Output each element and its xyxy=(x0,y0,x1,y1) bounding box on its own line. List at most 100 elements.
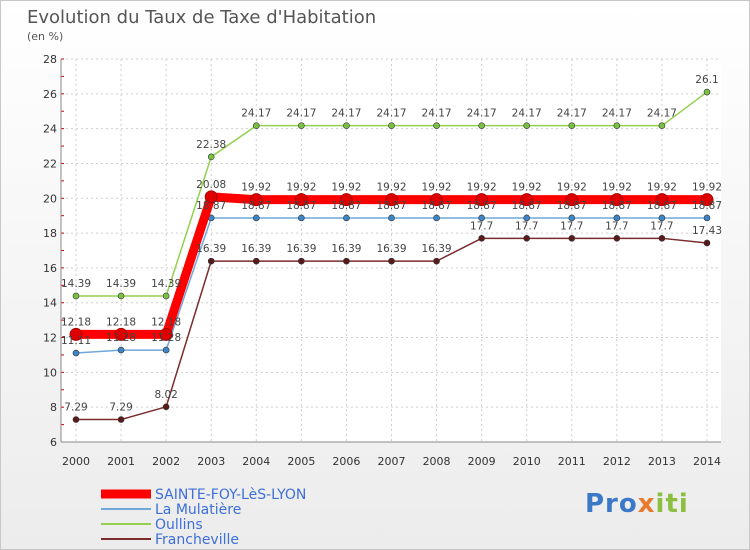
data-point xyxy=(343,122,350,129)
data-point xyxy=(72,292,80,300)
data-point xyxy=(339,193,353,207)
data-point xyxy=(159,327,173,341)
data-point xyxy=(117,292,125,300)
data-point xyxy=(117,346,125,354)
data-point xyxy=(252,122,260,129)
data-point xyxy=(478,235,485,242)
y-tick-label: 10 xyxy=(43,366,57,379)
data-label: 24.17 xyxy=(331,108,361,120)
data-point xyxy=(72,416,80,423)
data-label: 24.17 xyxy=(286,108,316,120)
x-tick-label: 2011 xyxy=(558,455,586,468)
data-point xyxy=(298,257,305,265)
data-point xyxy=(162,346,170,354)
data-label: 17.7 xyxy=(560,220,583,232)
data-label: 18.87 xyxy=(467,200,497,212)
data-label: 18.87 xyxy=(647,200,677,212)
data-label: 19.92 xyxy=(422,182,452,194)
data-point xyxy=(613,122,621,129)
data-label: 16.39 xyxy=(241,243,271,255)
data-label: 19.92 xyxy=(512,182,542,194)
data-point xyxy=(388,214,395,222)
data-point xyxy=(249,193,263,207)
y-tick-label: 22 xyxy=(43,157,57,170)
data-point xyxy=(162,292,170,300)
data-point xyxy=(520,193,534,207)
data-point xyxy=(703,88,711,96)
data-label: 17.7 xyxy=(605,220,628,232)
y-tick-label: 14 xyxy=(43,297,57,310)
data-label: 19.92 xyxy=(376,182,406,194)
chart-title: Evolution du Taux de Taxe d'Habitation xyxy=(27,7,377,28)
data-label: 12.18 xyxy=(61,316,91,328)
data-point xyxy=(658,214,666,222)
data-point xyxy=(523,122,531,129)
data-label: 18.87 xyxy=(512,200,542,212)
data-point xyxy=(207,153,215,161)
data-label: 18.87 xyxy=(422,200,452,212)
data-label: 24.17 xyxy=(512,108,542,120)
data-label: 7.29 xyxy=(64,402,87,414)
logo-part-3: iti xyxy=(655,489,689,519)
data-point xyxy=(252,214,260,222)
data-label: 24.17 xyxy=(467,108,497,120)
data-label: 16.39 xyxy=(286,243,316,255)
data-label: 24.17 xyxy=(557,108,587,120)
data-label: 19.92 xyxy=(241,182,271,194)
y-tick-label: 24 xyxy=(43,123,57,136)
data-label: 24.17 xyxy=(647,108,677,120)
legend-label: Oullins xyxy=(155,517,203,533)
data-label: 8.02 xyxy=(154,389,177,401)
data-point xyxy=(658,235,666,242)
data-point xyxy=(568,214,576,222)
y-tick-label: 12 xyxy=(43,332,57,345)
data-point xyxy=(613,214,621,222)
data-point xyxy=(72,349,80,357)
data-point xyxy=(117,416,125,423)
data-point xyxy=(478,214,485,222)
data-point xyxy=(565,193,579,207)
data-point xyxy=(430,193,444,207)
data-point xyxy=(388,257,395,265)
legend-label: Francheville xyxy=(155,532,239,548)
y-tick-label: 20 xyxy=(43,192,57,205)
data-label: 19.92 xyxy=(557,182,587,194)
data-label: 16.39 xyxy=(376,243,406,255)
data-label: 16.39 xyxy=(196,243,226,255)
x-tick-label: 2010 xyxy=(513,455,541,468)
data-label: 24.17 xyxy=(422,108,452,120)
data-point xyxy=(703,239,711,247)
x-tick-label: 2007 xyxy=(378,455,406,468)
y-tick-label: 28 xyxy=(43,53,57,66)
x-tick-label: 2001 xyxy=(107,455,135,468)
data-point xyxy=(207,257,215,265)
data-label: 18.87 xyxy=(557,200,587,212)
data-label: 12.18 xyxy=(151,316,181,328)
x-tick-label: 2004 xyxy=(242,455,270,468)
legend-label: La Mulatière xyxy=(155,502,241,518)
data-point xyxy=(69,327,83,341)
data-point xyxy=(162,403,170,411)
data-label: 19.92 xyxy=(602,182,632,194)
data-point xyxy=(568,122,576,129)
data-point xyxy=(568,235,576,242)
data-label: 18.87 xyxy=(692,200,722,212)
data-point xyxy=(388,122,395,129)
data-label: 7.29 xyxy=(109,402,132,414)
data-point xyxy=(610,193,624,207)
legend-label: SAINTE-FOY-LèS-LYON xyxy=(155,487,306,503)
data-label: 11.28 xyxy=(151,332,181,344)
data-label: 18.87 xyxy=(602,200,632,212)
data-label: 18.87 xyxy=(196,200,226,212)
data-label: 11.11 xyxy=(61,335,91,347)
data-label: 18.87 xyxy=(286,200,316,212)
y-tick-label: 8 xyxy=(50,401,57,414)
data-point xyxy=(114,327,128,341)
data-point xyxy=(703,214,711,222)
data-point xyxy=(613,235,621,242)
x-tick-label: 2012 xyxy=(603,455,631,468)
data-label: 16.39 xyxy=(331,243,361,255)
data-point xyxy=(433,122,440,129)
data-label: 17.7 xyxy=(515,220,538,232)
